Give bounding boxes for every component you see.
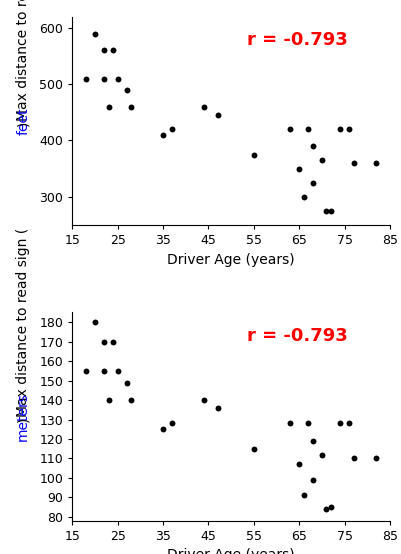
Point bbox=[83, 366, 89, 375]
Text: ): ) bbox=[16, 417, 30, 422]
Point bbox=[309, 475, 315, 484]
Text: Max distance to read sign (: Max distance to read sign ( bbox=[16, 227, 30, 417]
Point bbox=[336, 419, 342, 428]
X-axis label: Driver Age (years): Driver Age (years) bbox=[167, 548, 294, 554]
Text: ): ) bbox=[16, 121, 30, 126]
Point bbox=[286, 419, 293, 428]
Point bbox=[101, 366, 107, 375]
Point bbox=[128, 396, 134, 404]
Point bbox=[318, 156, 324, 165]
Point bbox=[250, 444, 256, 453]
Text: r = -0.793: r = -0.793 bbox=[246, 31, 347, 49]
Point bbox=[101, 74, 107, 83]
Point bbox=[214, 403, 220, 412]
Point bbox=[250, 150, 256, 159]
Point bbox=[91, 318, 98, 327]
Point bbox=[322, 207, 329, 216]
Point bbox=[327, 207, 333, 216]
Point bbox=[200, 102, 207, 111]
Text: Max distance to read sign (: Max distance to read sign ( bbox=[16, 0, 30, 121]
Point bbox=[168, 125, 175, 134]
Point bbox=[300, 192, 306, 201]
Point bbox=[304, 125, 311, 134]
Point bbox=[372, 158, 379, 167]
Point bbox=[168, 419, 175, 428]
Point bbox=[322, 505, 329, 514]
Point bbox=[350, 158, 356, 167]
Point bbox=[160, 130, 166, 139]
Point bbox=[286, 125, 293, 134]
Point bbox=[318, 450, 324, 459]
Point bbox=[110, 46, 116, 55]
Point bbox=[83, 74, 89, 83]
Text: feet: feet bbox=[16, 107, 30, 135]
Point bbox=[160, 425, 166, 434]
Point bbox=[350, 454, 356, 463]
Point bbox=[309, 437, 315, 445]
Point bbox=[309, 178, 315, 187]
Point bbox=[336, 125, 342, 134]
Point bbox=[295, 164, 302, 173]
Point bbox=[114, 366, 121, 375]
X-axis label: Driver Age (years): Driver Age (years) bbox=[167, 253, 294, 266]
Point bbox=[91, 29, 98, 38]
Point bbox=[101, 337, 107, 346]
Point bbox=[110, 337, 116, 346]
Point bbox=[345, 419, 351, 428]
Point bbox=[200, 396, 207, 404]
Point bbox=[372, 454, 379, 463]
Point bbox=[214, 111, 220, 120]
Point bbox=[327, 502, 333, 511]
Point bbox=[105, 102, 111, 111]
Point bbox=[295, 460, 302, 469]
Point bbox=[128, 102, 134, 111]
Point bbox=[123, 85, 130, 94]
Point bbox=[309, 142, 315, 151]
Point bbox=[345, 125, 351, 134]
Point bbox=[114, 74, 121, 83]
Point bbox=[123, 378, 130, 387]
Point bbox=[105, 396, 111, 404]
Text: r = -0.793: r = -0.793 bbox=[246, 327, 347, 345]
Point bbox=[101, 46, 107, 55]
Point bbox=[304, 419, 311, 428]
Text: meters: meters bbox=[16, 392, 30, 441]
Point bbox=[300, 491, 306, 500]
